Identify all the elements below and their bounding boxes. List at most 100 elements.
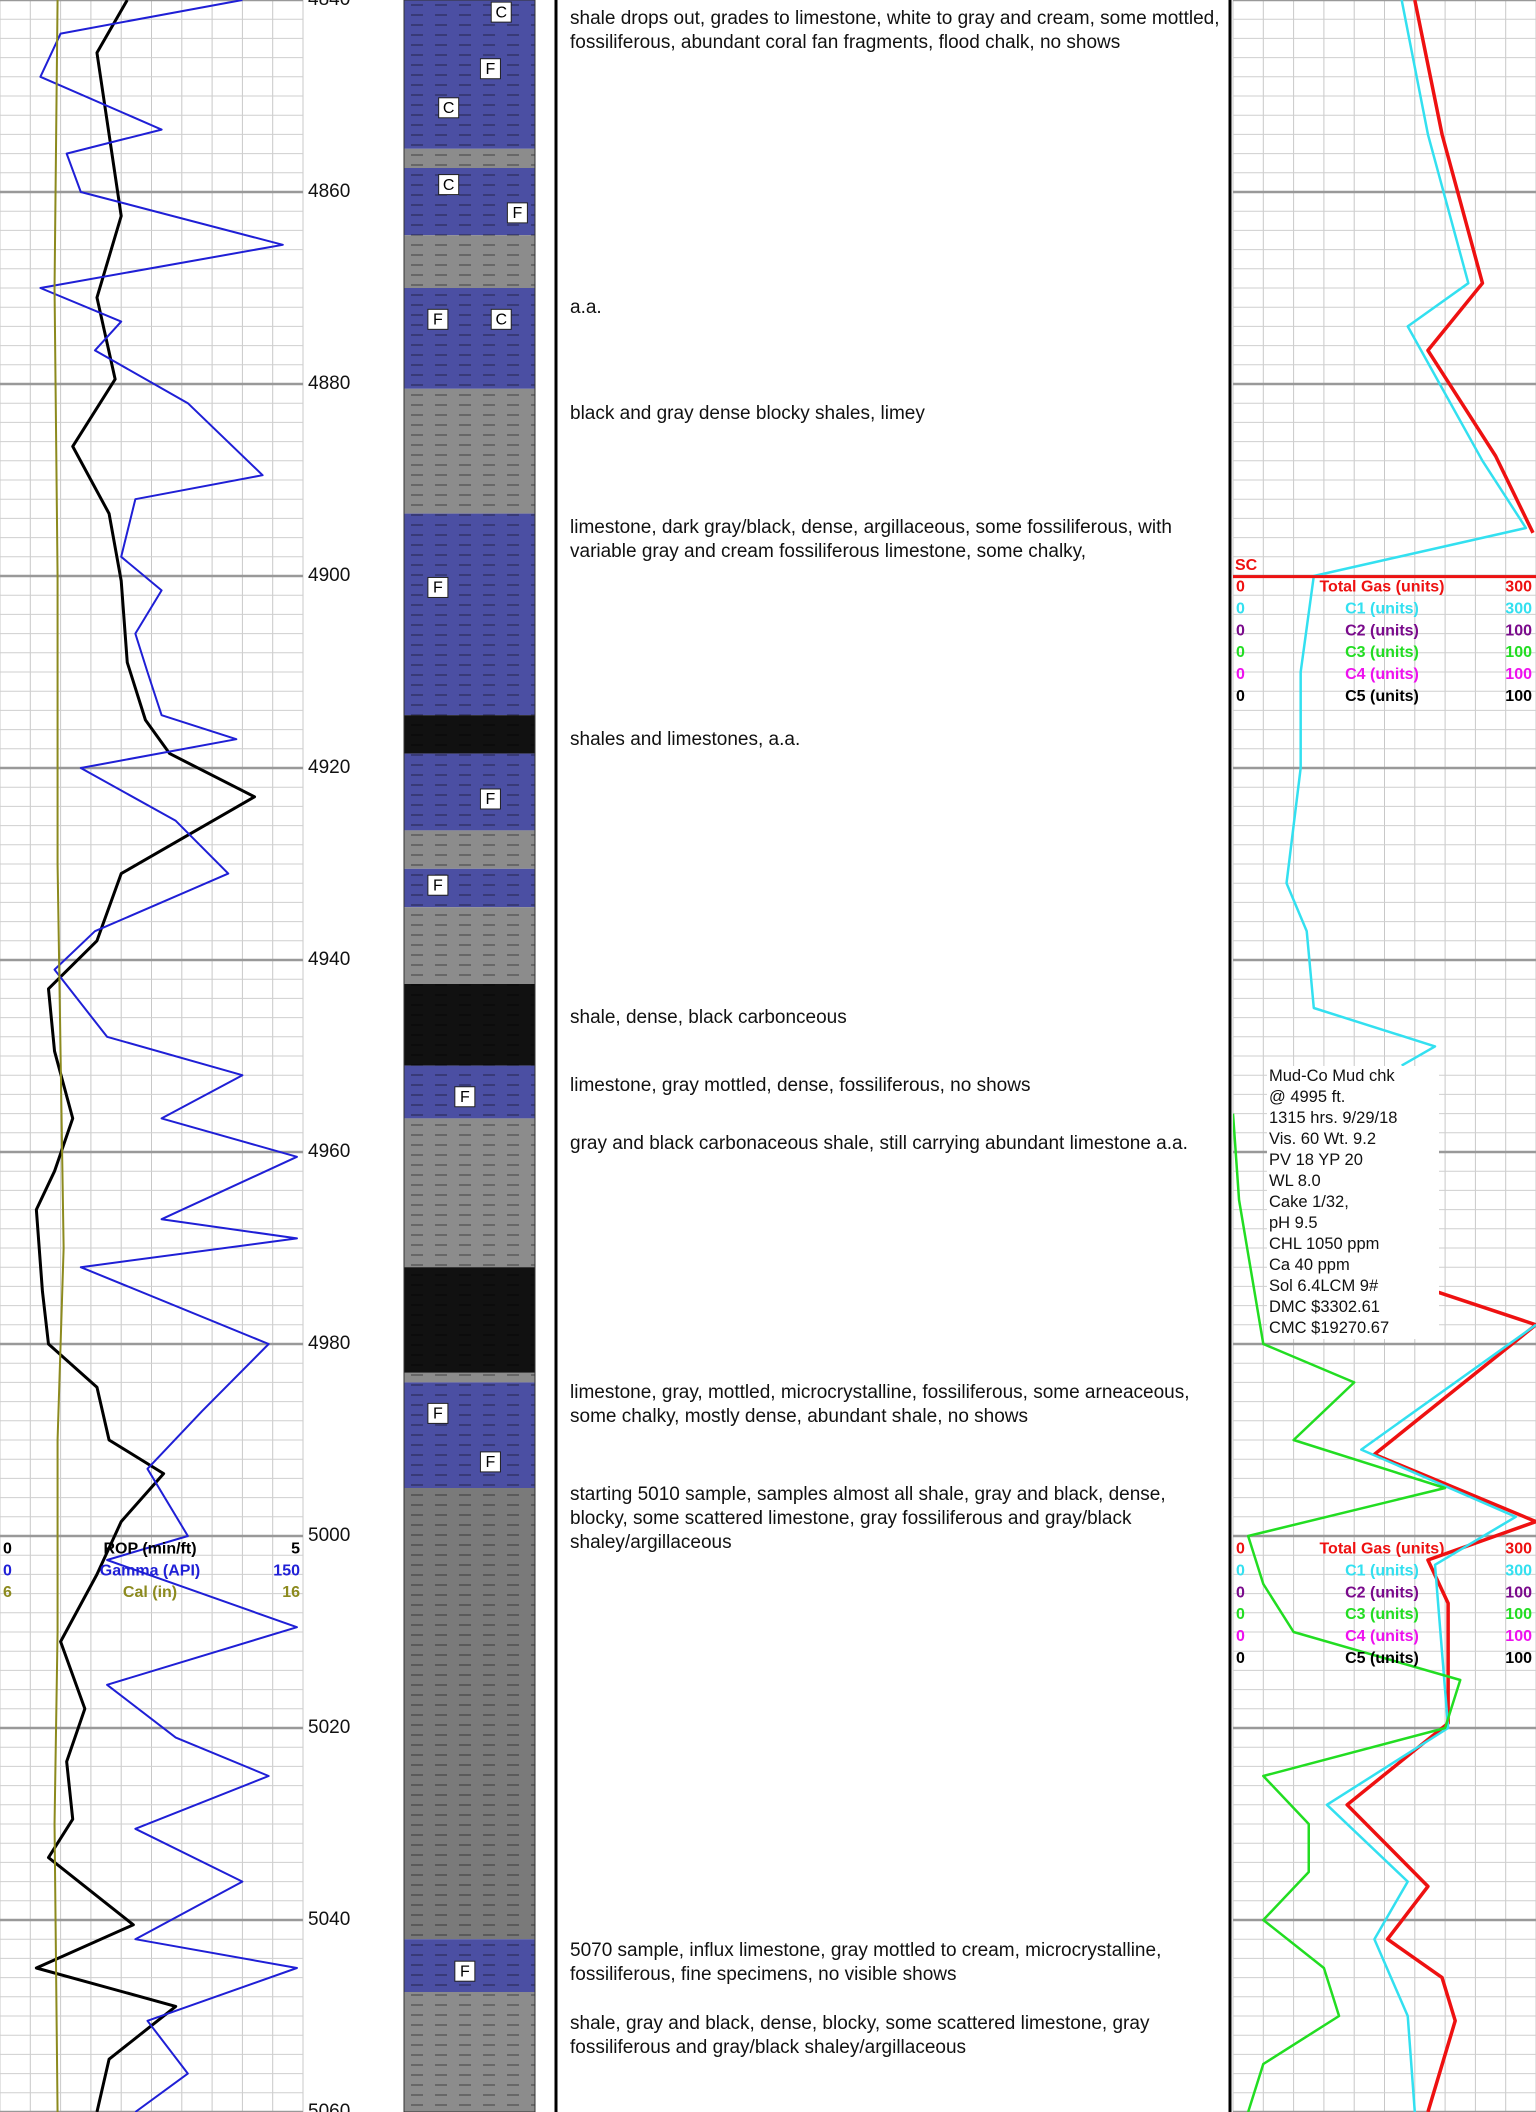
mud-check: Mud-Co Mud chk @ 4995 ft. 1315 hrs. 9/29/1…: [1267, 1066, 1439, 1339]
lithology-symbol: F: [433, 1406, 443, 1423]
lithology-symbol: F: [512, 205, 522, 222]
mud-check-line: Mud-Co Mud chk: [1269, 1067, 1395, 1085]
gas-header-name: Total Gas (units): [1319, 1541, 1444, 1558]
symbol-box: [454, 1086, 476, 1108]
gas-header-max: 100: [1505, 1584, 1532, 1601]
gas-header-name: C5 (units): [1345, 688, 1419, 705]
mud-check-line: CMC $19270.67: [1269, 1319, 1390, 1337]
lithology-symbol: F: [486, 791, 496, 808]
depth-label: 5000: [308, 1525, 350, 1546]
mud-check-line: Cake 1/32,: [1269, 1193, 1349, 1211]
description: limestone, gray mottled, dense, fossilif…: [570, 1074, 1031, 1096]
curve-group: [39, 0, 298, 2112]
header-max: 150: [273, 1562, 300, 1579]
log-curve: [1233, 1113, 1462, 2112]
gas-header-max: 100: [1505, 666, 1532, 683]
header-min: 0: [3, 1562, 12, 1579]
gas-header-max: 100: [1505, 1628, 1532, 1645]
log-curve: [1345, 1289, 1536, 2112]
mud-check-line: pH 9.5: [1269, 1214, 1318, 1232]
header-min: 6: [3, 1584, 12, 1601]
depth-label: 5040: [308, 1909, 350, 1930]
log-curve: [1413, 0, 1535, 534]
gas-header-min: 0: [1236, 688, 1245, 705]
gas-header-name: C1 (units): [1345, 600, 1419, 617]
curve-group: [1233, 1113, 1462, 2112]
symbol-box: [479, 788, 501, 810]
mud-check-line: WL 8.0: [1269, 1172, 1321, 1190]
gas-header-min: 0: [1236, 1563, 1245, 1580]
log-curve: [1285, 0, 1528, 1067]
depth-label: 4840: [308, 0, 350, 10]
log-curve: [34, 0, 257, 2112]
gas-header-max: 100: [1505, 622, 1532, 639]
symbol-box: [427, 1402, 449, 1424]
description: limestone, gray, mottled, microcrystalli…: [570, 1382, 1190, 1428]
description: shale drops out, grades to limestone, wh…: [570, 7, 1220, 53]
description: shale, dense, black carbonceous: [570, 1007, 847, 1029]
lithology-symbol: F: [460, 1089, 470, 1106]
depth-label: 4900: [308, 565, 350, 586]
gas-header-max: 100: [1505, 1650, 1532, 1667]
description: starting 5010 sample, samples almost all…: [570, 1484, 1166, 1554]
symbol-box: [490, 1, 512, 23]
mud-check-line: DMC $3302.61: [1269, 1298, 1380, 1316]
lithology-symbol: C: [495, 4, 507, 21]
header-name: Cal (in): [123, 1584, 177, 1601]
depth-label: 4860: [308, 181, 350, 202]
description: gray and black carbonaceous shale, still…: [570, 1132, 1188, 1154]
mud-check-line: 1315 hrs. 9/29/18: [1269, 1109, 1398, 1127]
lithology-symbol: F: [460, 1963, 470, 1980]
depth-label: 4940: [308, 949, 350, 970]
curve-group: [53, 0, 65, 2112]
depth-label: 4980: [308, 1333, 350, 1354]
mud-check-line: Ca 40 ppm: [1269, 1256, 1350, 1274]
gas-header-min: 0: [1236, 579, 1245, 596]
mud-check-line: CHL 1050 ppm: [1269, 1235, 1380, 1253]
gas-header-min: 0: [1236, 1606, 1245, 1623]
gas-header-max: 300: [1505, 600, 1532, 617]
description: shales and limestones, a.a.: [570, 728, 801, 750]
lithology-texture: [404, 0, 535, 2112]
header-min: 0: [3, 1541, 12, 1558]
lithology-symbol: F: [433, 312, 443, 329]
mud-check-line: @ 4995 ft.: [1269, 1088, 1346, 1106]
gas-header-min: 0: [1236, 644, 1245, 661]
gas-header-min: 0: [1236, 1541, 1245, 1558]
gas-header-min: 0: [1236, 1584, 1245, 1601]
symbol-box: [427, 874, 449, 896]
symbol-box: [454, 1960, 476, 1982]
lithology-symbol: C: [443, 177, 455, 194]
gas-header-name: C1 (units): [1345, 1563, 1419, 1580]
log-curve: [39, 0, 298, 2112]
gas-header-name: C4 (units): [1345, 666, 1419, 683]
log-curve: [1325, 1323, 1536, 2112]
header-name: ROP (min/ft): [103, 1541, 196, 1558]
description: limestone, dark gray/black, dense, argil…: [570, 517, 1172, 563]
lithology-frame: [403, 0, 536, 2112]
mud-check-line: Vis. 60 Wt. 9.2: [1269, 1130, 1376, 1148]
curve-group: [1285, 0, 1536, 2112]
depth-label: 5020: [308, 1717, 350, 1738]
gas-header-name: C2 (units): [1345, 1584, 1419, 1601]
lithology-symbol: F: [486, 61, 496, 78]
description: black and gray dense blocky shales, lime…: [570, 402, 925, 424]
symbol-box: [490, 308, 512, 330]
gas-header-max: 300: [1505, 579, 1532, 596]
gas-header-min: 0: [1236, 600, 1245, 617]
symbol-box: [479, 1451, 501, 1473]
header-name: Gamma (API): [100, 1562, 200, 1579]
gas-header-min: 0: [1236, 666, 1245, 683]
depth-label: 5060: [308, 2101, 350, 2112]
mud-check-line: PV 18 YP 20: [1269, 1151, 1363, 1169]
symbol-box: [427, 308, 449, 330]
gas-header-name: C4 (units): [1345, 1628, 1419, 1645]
gas-header-name: Total Gas (units): [1319, 579, 1444, 596]
gas-header-name: C3 (units): [1345, 644, 1419, 661]
symbol-box: [438, 174, 460, 196]
gas-header-max: 100: [1505, 1606, 1532, 1623]
